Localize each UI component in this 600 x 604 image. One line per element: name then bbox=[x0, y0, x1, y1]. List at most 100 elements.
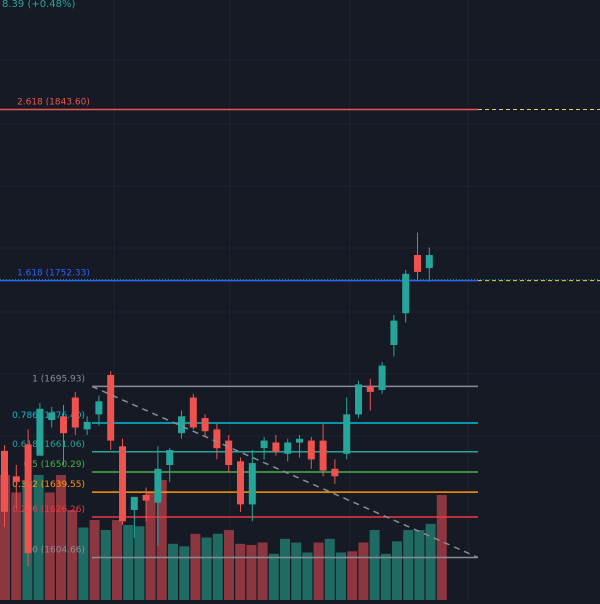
fib-level-label-1: 1.618 (1752.33) bbox=[17, 269, 90, 279]
volume-bar-34 bbox=[380, 553, 391, 601]
candle-2 bbox=[24, 429, 32, 567]
volume-bar-8 bbox=[89, 520, 100, 600]
volume-bar-33 bbox=[369, 530, 380, 600]
candle-body-34 bbox=[402, 273, 410, 314]
volume-bar-0 bbox=[0, 475, 10, 600]
candle-body-27 bbox=[319, 440, 327, 471]
candle-body-20 bbox=[237, 461, 244, 505]
candle-body-9 bbox=[107, 375, 115, 441]
volume-bar-38 bbox=[425, 523, 436, 601]
volume-bar-21 bbox=[235, 543, 246, 601]
volume-bar-35 bbox=[392, 541, 402, 601]
candle-33 bbox=[390, 315, 398, 357]
volume-bar-36 bbox=[403, 530, 414, 600]
candle-21 bbox=[248, 450, 256, 522]
fib-level-label-0: 2.618 (1843.60) bbox=[17, 98, 90, 108]
candle-1 bbox=[12, 465, 20, 509]
fib-level-label-2: 1 (1695.93) bbox=[32, 374, 85, 384]
volume-bar-37 bbox=[414, 530, 425, 600]
fib-level-label-6: 0.382 (1639.55) bbox=[12, 480, 85, 490]
trend-line[interactable] bbox=[91, 385, 479, 559]
candle-32 bbox=[378, 361, 386, 394]
fib-level-label-7: 0.236 (1626.26) bbox=[12, 505, 85, 515]
candle-29 bbox=[343, 397, 351, 460]
candle-body-14 bbox=[166, 450, 174, 465]
candle-body-6 bbox=[71, 397, 79, 428]
volume-bar-7 bbox=[78, 527, 89, 600]
candle-body-28 bbox=[331, 468, 339, 477]
candle-body-15 bbox=[178, 416, 185, 434]
candle-body-12 bbox=[142, 495, 150, 501]
candle-27 bbox=[319, 423, 327, 477]
candle-body-7 bbox=[83, 421, 91, 430]
fib-level-label-5: 0.5 (1650.29) bbox=[24, 460, 85, 470]
candle-19 bbox=[225, 435, 233, 473]
volume-bar-23 bbox=[257, 542, 268, 600]
volume-bar-13 bbox=[145, 492, 156, 600]
volume-bar-22 bbox=[246, 545, 257, 600]
volume-bar-31 bbox=[347, 551, 358, 601]
candle-0 bbox=[1, 445, 8, 527]
candle-body-16 bbox=[189, 397, 197, 428]
fibonacci-extension[interactable]: 2.618 (1843.60) 1.618 (1752.33) 1 (1695.93… bbox=[0, 98, 600, 559]
volume-bar-3 bbox=[33, 475, 44, 600]
candle-body-35 bbox=[414, 255, 421, 272]
candle-9 bbox=[107, 371, 115, 450]
candle-23 bbox=[272, 435, 280, 456]
candle-body-21 bbox=[248, 463, 256, 505]
candle-body-29 bbox=[343, 414, 351, 454]
candle-35 bbox=[414, 232, 421, 282]
candle-31 bbox=[366, 378, 374, 411]
volume-bar-18 bbox=[201, 537, 212, 600]
candle-20 bbox=[237, 457, 244, 512]
volume-bar-29 bbox=[324, 538, 335, 601]
volume-bar-12 bbox=[134, 526, 145, 601]
candle-7 bbox=[83, 416, 91, 435]
candle-body-33 bbox=[390, 320, 398, 345]
candle-22 bbox=[260, 436, 268, 460]
volume-bar-5 bbox=[56, 475, 66, 600]
volume-bar-30 bbox=[336, 552, 346, 600]
candle-body-10 bbox=[119, 446, 126, 522]
volume-bar-19 bbox=[212, 533, 223, 601]
candle-28 bbox=[331, 459, 339, 484]
candle-body-31 bbox=[366, 386, 374, 392]
volume-bar-14 bbox=[156, 480, 167, 600]
candle-body-3 bbox=[36, 408, 44, 456]
candle-10 bbox=[119, 438, 126, 525]
candle-17 bbox=[201, 414, 209, 437]
candle-body-5 bbox=[60, 416, 67, 434]
candle-body-11 bbox=[130, 496, 138, 510]
volume-bar-28 bbox=[313, 542, 324, 600]
fib-level-label-4: 0.618 (1661.06) bbox=[12, 440, 85, 450]
volume-bar-32 bbox=[358, 542, 369, 600]
volume-bar-26 bbox=[291, 542, 302, 600]
candle-16 bbox=[189, 393, 197, 430]
candle-body-4 bbox=[48, 412, 56, 420]
volume-bar-39 bbox=[436, 495, 447, 600]
volume-bar-9 bbox=[100, 530, 111, 600]
candle-body-13 bbox=[154, 468, 162, 503]
candle-body-24 bbox=[284, 442, 292, 454]
volume-bars bbox=[0, 475, 447, 601]
candle-36 bbox=[425, 247, 433, 282]
volume-bar-10 bbox=[112, 520, 122, 600]
candle-4 bbox=[48, 406, 56, 428]
volume-bar-4 bbox=[44, 492, 55, 600]
candle-body-25 bbox=[296, 438, 303, 443]
candle-8 bbox=[95, 395, 103, 426]
candle-body-22 bbox=[260, 440, 268, 449]
volume-bar-15 bbox=[168, 543, 178, 601]
candle-body-0 bbox=[1, 450, 8, 512]
candle-13 bbox=[154, 446, 162, 546]
candle-body-30 bbox=[355, 384, 362, 415]
volume-bar-20 bbox=[224, 530, 234, 600]
candle-15 bbox=[178, 410, 185, 439]
candle-5 bbox=[60, 405, 67, 465]
candle-3 bbox=[36, 403, 44, 456]
volume-bar-1 bbox=[11, 492, 22, 600]
candle-26 bbox=[307, 436, 315, 469]
